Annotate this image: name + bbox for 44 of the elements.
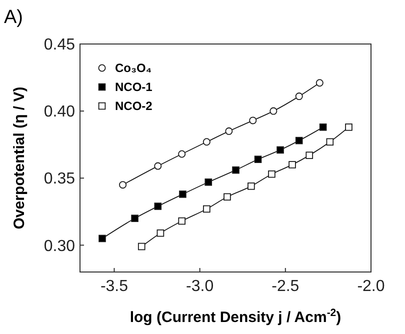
point: [154, 202, 162, 210]
legend-label: Co₃O₄: [115, 61, 152, 76]
point: [119, 181, 127, 189]
point: [178, 217, 186, 225]
point: [204, 178, 212, 186]
x-tick-label: -3.5: [100, 278, 128, 295]
point: [248, 182, 255, 190]
point: [138, 242, 146, 250]
point: [98, 234, 106, 242]
point: [178, 150, 186, 158]
legend-label: NCO-2: [115, 99, 153, 114]
point: [316, 79, 324, 87]
point: [224, 193, 231, 201]
x-tick-label: -2.5: [272, 278, 300, 295]
point: [156, 229, 164, 237]
y-axis-title: Overpotential (η / V): [11, 86, 28, 230]
point: [232, 166, 240, 174]
point: [345, 124, 352, 131]
x-tick-label: -3.0: [186, 278, 214, 295]
point: [295, 136, 303, 144]
point: [268, 170, 276, 178]
y-tick-label: 0.45: [44, 36, 76, 54]
x-axis-title: log (Current Density j / Acm$^{-2}$): [130, 307, 342, 326]
point: [202, 138, 210, 146]
point: [179, 190, 186, 198]
point: [249, 116, 257, 124]
y-tick-label: 0.35: [44, 170, 76, 188]
x-tick-label: -2.0: [357, 278, 385, 295]
y-tick-label: 0.30: [44, 238, 76, 255]
point: [319, 124, 327, 131]
point: [295, 92, 303, 100]
point: [154, 162, 162, 170]
point: [306, 152, 314, 159]
point: [254, 156, 262, 163]
point: [270, 107, 278, 115]
point: [326, 138, 334, 146]
legend-label: NCO-1: [115, 80, 153, 94]
point: [203, 205, 210, 213]
point: [131, 214, 138, 222]
y-tick-label: 0.40: [44, 104, 76, 121]
point: [276, 146, 284, 154]
chart-title: A): [4, 7, 23, 28]
point: [288, 161, 296, 168]
point: [225, 127, 233, 135]
